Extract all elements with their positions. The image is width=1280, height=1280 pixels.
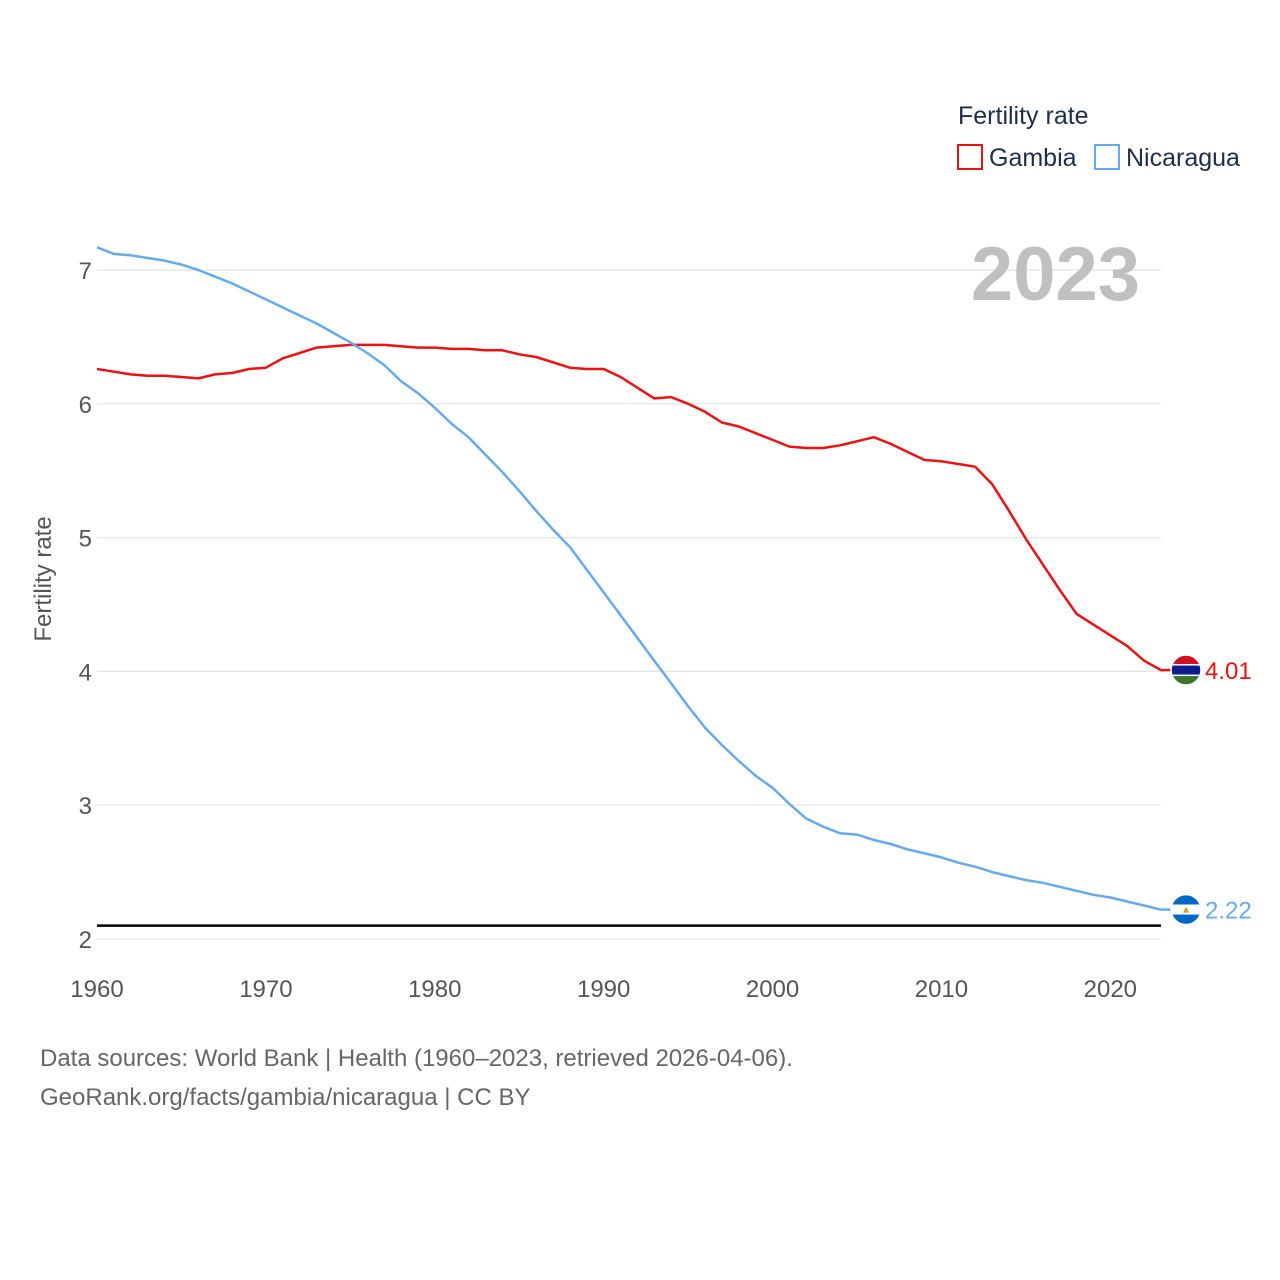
source-line-2[interactable]: GeoRank.org/facts/gambia/nicaragua | CC … bbox=[40, 1084, 531, 1111]
x-tick-label: 2020 bbox=[1084, 976, 1137, 1003]
x-tick-label: 1970 bbox=[239, 976, 292, 1003]
y-tick-label: 5 bbox=[79, 526, 92, 553]
x-tick-label: 1990 bbox=[577, 976, 630, 1003]
y-tick-label: 4 bbox=[79, 659, 92, 686]
legend-title: Fertility rate bbox=[958, 102, 1089, 130]
end-value-nicaragua: 2.22 bbox=[1205, 898, 1252, 925]
nicaragua-flag-icon bbox=[1170, 893, 1202, 926]
x-tick-label: 2010 bbox=[915, 976, 968, 1003]
gambia-flag-border bbox=[1170, 654, 1202, 686]
x-tick-label: 2000 bbox=[746, 976, 799, 1003]
gambia-flag-blue-band bbox=[1171, 665, 1201, 676]
y-tick-label: 3 bbox=[79, 793, 92, 820]
nicaragua-flag-emblem bbox=[1183, 906, 1189, 913]
x-tick-label: 1960 bbox=[70, 976, 123, 1003]
nicaragua-flag-border bbox=[1170, 893, 1202, 926]
x-axis-ticks: 1960 1970 1980 1990 2000 2010 2020 bbox=[70, 976, 1137, 1003]
y-axis-ticks: 2 3 4 5 6 7 bbox=[79, 258, 92, 954]
nicaragua-flag-bottom-band bbox=[1171, 914, 1201, 925]
series-lines bbox=[96, 246, 1173, 911]
source-line-1: Data sources: World Bank | Health (1960–… bbox=[40, 1045, 793, 1072]
gambia-flag-white-stripe-top bbox=[1171, 664, 1201, 666]
series-line-nicaragua[interactable] bbox=[96, 246, 1173, 911]
end-markers bbox=[1170, 654, 1202, 926]
legend-label-gambia[interactable]: Gambia bbox=[989, 144, 1077, 172]
legend-swatch-nicaragua[interactable] bbox=[1094, 144, 1120, 170]
gambia-flag-green-band bbox=[1171, 676, 1201, 686]
y-tick-label: 7 bbox=[79, 258, 92, 285]
gambia-flag-icon bbox=[1170, 654, 1202, 686]
legend-label-nicaragua[interactable]: Nicaragua bbox=[1126, 144, 1240, 172]
y-tick-label: 6 bbox=[79, 392, 92, 419]
legend[interactable]: Fertility rate Gambia Nicaragua bbox=[957, 102, 1240, 172]
legend-swatch-gambia[interactable] bbox=[957, 144, 983, 170]
x-tick-label: 1980 bbox=[408, 976, 461, 1003]
grid-lines bbox=[97, 269, 1161, 940]
current-year-label: 2023 bbox=[971, 232, 1140, 317]
y-axis-label: Fertility rate bbox=[30, 516, 57, 641]
nicaragua-flag-top-band bbox=[1171, 894, 1201, 905]
gambia-flag-red-band bbox=[1171, 655, 1201, 666]
series-line-gambia[interactable] bbox=[96, 343, 1173, 672]
gambia-flag-white-stripe-bottom bbox=[1171, 674, 1201, 677]
y-tick-label: 2 bbox=[79, 927, 92, 954]
end-value-gambia: 4.01 bbox=[1205, 658, 1252, 685]
